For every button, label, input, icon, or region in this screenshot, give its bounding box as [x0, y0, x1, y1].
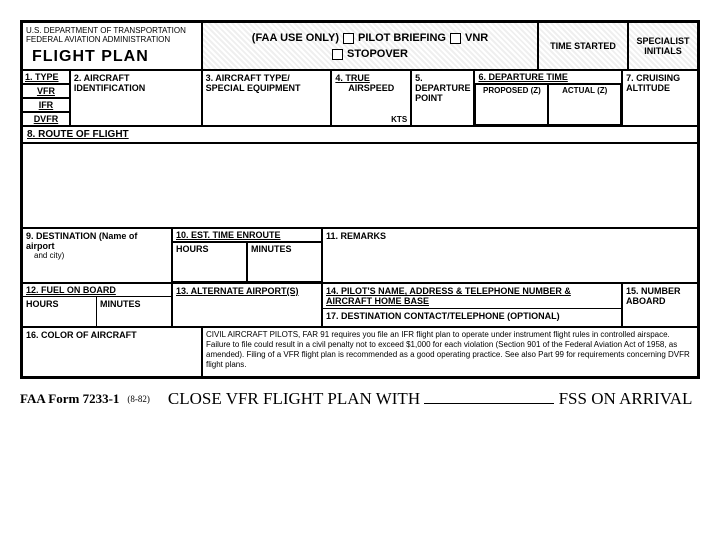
header-agency-block: U.S. DEPARTMENT OF TRANSPORTATION FEDERA…: [22, 22, 202, 70]
field-15-number-aboard[interactable]: 15. NUMBER ABOARD: [622, 283, 698, 327]
fields-14-17: 14. PILOT'S NAME, ADDRESS & TELEPHONE NU…: [322, 283, 622, 327]
field-6-departure-time: 6. DEPARTURE TIME PROPOSED (Z) ACTUAL (Z…: [474, 70, 622, 126]
advisory-text: CIVIL AIRCRAFT PILOTS, FAR 91 requires y…: [202, 327, 698, 377]
field-5-departure-point[interactable]: 5. DEPARTURE POINT: [411, 70, 474, 126]
field-13-alternate[interactable]: 13. ALTERNATE AIRPORT(S): [172, 283, 322, 327]
field-2-aircraft-id[interactable]: 2. AIRCRAFT IDENTIFICATION: [70, 70, 202, 126]
field-16-label: 16. COLOR OF AIRCRAFT: [26, 330, 198, 340]
fuel-hours[interactable]: HOURS: [23, 297, 97, 326]
type-ifr[interactable]: IFR: [22, 98, 70, 112]
field-8-route[interactable]: [22, 143, 698, 228]
fields-row-1-7: 1. TYPE VFR IFR DVFR 2. AIRCRAFT IDENTIF…: [22, 70, 698, 126]
field-11-label: 11. REMARKS: [326, 231, 694, 241]
ete-hours[interactable]: HOURS: [173, 242, 247, 282]
specialist-initials-cell: SPECIALIST INITIALS: [628, 22, 698, 70]
checkbox-vnr[interactable]: [450, 33, 461, 44]
fuel-minutes[interactable]: MINUTES: [97, 297, 171, 326]
field-8-label: 8. ROUTE OF FLIGHT: [22, 126, 698, 143]
field-1-label: 1. TYPE: [22, 70, 70, 84]
field-14-pilot-info[interactable]: 14. PILOT'S NAME, ADDRESS & TELEPHONE NU…: [323, 284, 621, 309]
vnr-label: VNR: [465, 32, 488, 44]
checkbox-pilot-briefing[interactable]: [343, 33, 354, 44]
kts-label: KTS: [391, 115, 407, 124]
dept-line1: U.S. DEPARTMENT OF TRANSPORTATION: [26, 26, 198, 35]
field-4-label-b: AIRSPEED: [335, 83, 407, 93]
field-5-label: 5. DEPARTURE POINT: [415, 73, 470, 103]
type-dvfr[interactable]: DVFR: [22, 112, 70, 126]
field-6-label: 6. DEPARTURE TIME: [475, 71, 621, 84]
type-vfr[interactable]: VFR: [22, 84, 70, 98]
field-9-label-a: 9. DESTINATION (Name of airport: [26, 231, 168, 251]
time-started-cell: TIME STARTED: [538, 22, 628, 70]
field-4-label-a: 4. TRUE: [335, 73, 407, 83]
fields-row-12-15: 12. FUEL ON BOARD HOURS MINUTES 13. ALTE…: [22, 283, 698, 327]
fields-row-9-11: 9. DESTINATION (Name of airport and city…: [22, 228, 698, 283]
field-3-aircraft-type[interactable]: 3. AIRCRAFT TYPE/ SPECIAL EQUIPMENT: [202, 70, 332, 126]
field-11-remarks[interactable]: 11. REMARKS: [322, 228, 698, 283]
dept-line2: FEDERAL AVIATION ADMINISTRATION: [26, 35, 198, 44]
field-10-ete: 10. EST. TIME ENROUTE HOURS MINUTES: [172, 228, 322, 283]
field-7-cruising-altitude[interactable]: 7. CRUISING ALTITUDE: [622, 70, 698, 126]
field-13-label: 13. ALTERNATE AIRPORT(S): [176, 286, 318, 296]
field-7-label: 7. CRUISING ALTITUDE: [626, 73, 694, 93]
field-2-label: 2. AIRCRAFT IDENTIFICATION: [74, 73, 198, 93]
field-9-destination[interactable]: 9. DESTINATION (Name of airport and city…: [22, 228, 172, 283]
header-row: U.S. DEPARTMENT OF TRANSPORTATION FEDERA…: [22, 22, 698, 70]
header-faa-use: (FAA USE ONLY) PILOT BRIEFING VNR STOPOV…: [202, 22, 538, 70]
field-10-label: 10. EST. TIME ENROUTE: [173, 229, 321, 242]
form-number: FAA Form 7233-1: [20, 391, 119, 407]
actual-z[interactable]: ACTUAL (Z): [548, 84, 621, 125]
faa-use-label: (FAA USE ONLY): [252, 32, 339, 44]
field-12-fuel: 12. FUEL ON BOARD HOURS MINUTES: [22, 283, 172, 327]
flight-plan-form: U.S. DEPARTMENT OF TRANSPORTATION FEDERA…: [20, 20, 700, 379]
field-9-label-b: and city): [34, 251, 168, 260]
form-footer: FAA Form 7233-1 (8-82) CLOSE VFR FLIGHT …: [20, 379, 700, 409]
form-title: FLIGHT PLAN: [32, 48, 198, 66]
stopover-label: STOPOVER: [347, 48, 408, 60]
field-1-type: 1. TYPE VFR IFR DVFR: [22, 70, 70, 126]
proposed-z[interactable]: PROPOSED (Z): [475, 84, 548, 125]
field-17-dest-contact[interactable]: 17. DESTINATION CONTACT/TELEPHONE (OPTIO…: [323, 309, 621, 326]
close-instruction: CLOSE VFR FLIGHT PLAN WITH FSS ON ARRIVA…: [168, 389, 693, 409]
form-date: (8-82): [127, 394, 150, 404]
field-4-airspeed[interactable]: 4. TRUE AIRSPEED KTS: [331, 70, 411, 126]
pilot-briefing-label: PILOT BRIEFING: [358, 32, 446, 44]
fields-row-16: 16. COLOR OF AIRCRAFT CIVIL AIRCRAFT PIL…: [22, 327, 698, 377]
checkbox-stopover[interactable]: [332, 49, 343, 60]
field-16-color[interactable]: 16. COLOR OF AIRCRAFT: [22, 327, 202, 377]
field-3-label: 3. AIRCRAFT TYPE/ SPECIAL EQUIPMENT: [206, 73, 328, 93]
ete-minutes[interactable]: MINUTES: [247, 242, 321, 282]
field-12-label: 12. FUEL ON BOARD: [23, 284, 171, 297]
field-15-label: 15. NUMBER ABOARD: [626, 286, 694, 306]
fss-blank-line[interactable]: [424, 390, 554, 404]
